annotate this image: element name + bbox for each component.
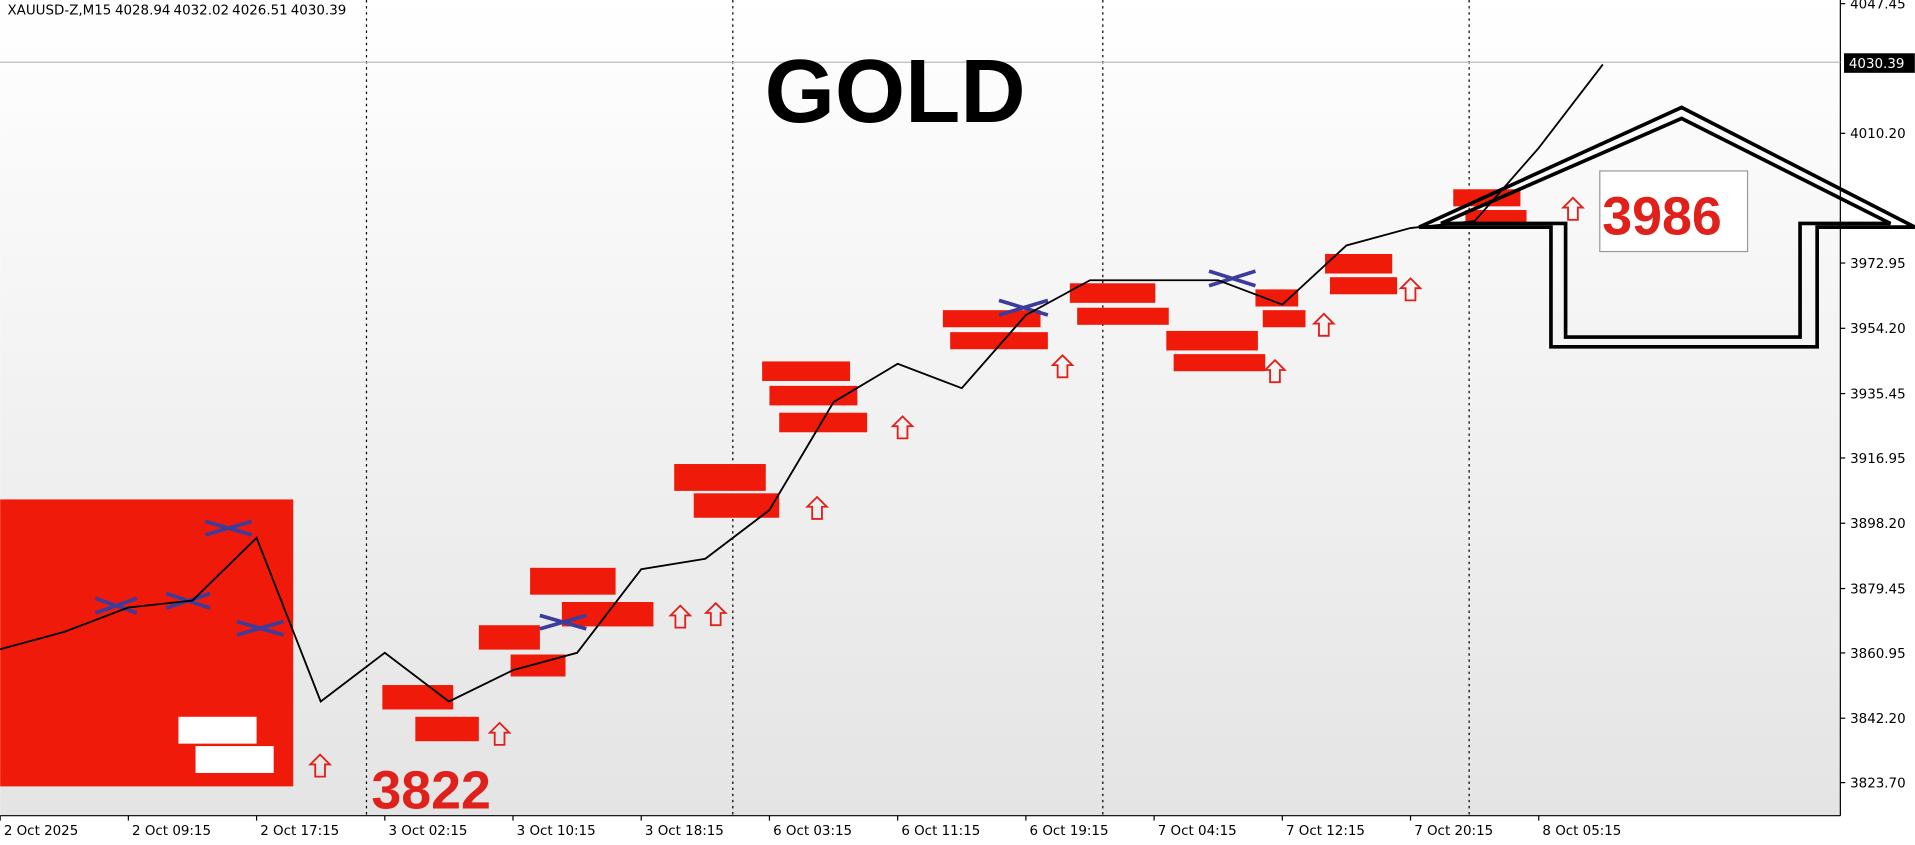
x-tick-label: 6 Oct 03:15	[773, 824, 852, 839]
x-tick-label: 3 Oct 18:15	[645, 824, 724, 839]
x-tick-label: 3 Oct 02:15	[388, 824, 467, 839]
zone-inner	[178, 716, 274, 773]
zones	[0, 189, 1527, 787]
y-tick-label: 3935.45	[1850, 387, 1906, 402]
y-tick-label: 3898.20	[1850, 517, 1906, 532]
y-tick-label: 3954.20	[1850, 322, 1906, 337]
last-price-label: 4030.39	[1849, 57, 1905, 72]
day-separators	[365, 0, 1470, 816]
ohlc-value: 4026.51	[232, 4, 288, 19]
big-arrow	[1418, 105, 1915, 349]
y-tick-label: 3916.95	[1850, 452, 1906, 467]
price-line	[0, 63, 1604, 703]
chart-title: GOLD	[765, 41, 1026, 142]
ohlc-value: 4032.02	[174, 4, 230, 19]
x-markers	[94, 269, 1256, 637]
x-tick-label: 6 Oct 19:15	[1030, 824, 1109, 839]
annotation: 3986	[1602, 186, 1722, 246]
ohlc-value: 4030.39	[291, 4, 347, 19]
x-tick-label: 3 Oct 10:15	[517, 824, 596, 839]
x-tick-label: 8 Oct 05:15	[1542, 824, 1621, 839]
y-tick-label: 3860.95	[1850, 647, 1906, 662]
x-tick-label: 7 Oct 04:15	[1158, 824, 1237, 839]
annotation: 3822	[371, 760, 491, 820]
x-tick-label: 2 Oct 2025	[4, 824, 78, 839]
y-tick-label: 3972.95	[1850, 257, 1906, 272]
x-tick-label: 2 Oct 09:15	[132, 824, 211, 839]
annotation-box	[1599, 170, 1749, 253]
x-tick-label: 2 Oct 17:15	[260, 824, 339, 839]
x-tick-label: 7 Oct 20:15	[1414, 824, 1493, 839]
ohlc-value: 4028.94	[115, 4, 171, 19]
y-tick-label: 3823.70	[1850, 777, 1906, 792]
y-tick-label: 4010.20	[1850, 127, 1906, 142]
y-tick-label: 4047.45	[1850, 0, 1906, 13]
y-tick-label: 3842.20	[1850, 712, 1906, 727]
plot-background	[0, 0, 1841, 816]
x-tick-label: 7 Oct 12:15	[1286, 824, 1365, 839]
last-price-box	[1844, 53, 1915, 73]
y-tick-label: 3879.45	[1850, 582, 1906, 597]
symbol: XAUUSD-Z,M15	[7, 4, 111, 19]
x-tick-label: 6 Oct 11:15	[901, 824, 980, 839]
up-arrows	[308, 196, 1585, 778]
